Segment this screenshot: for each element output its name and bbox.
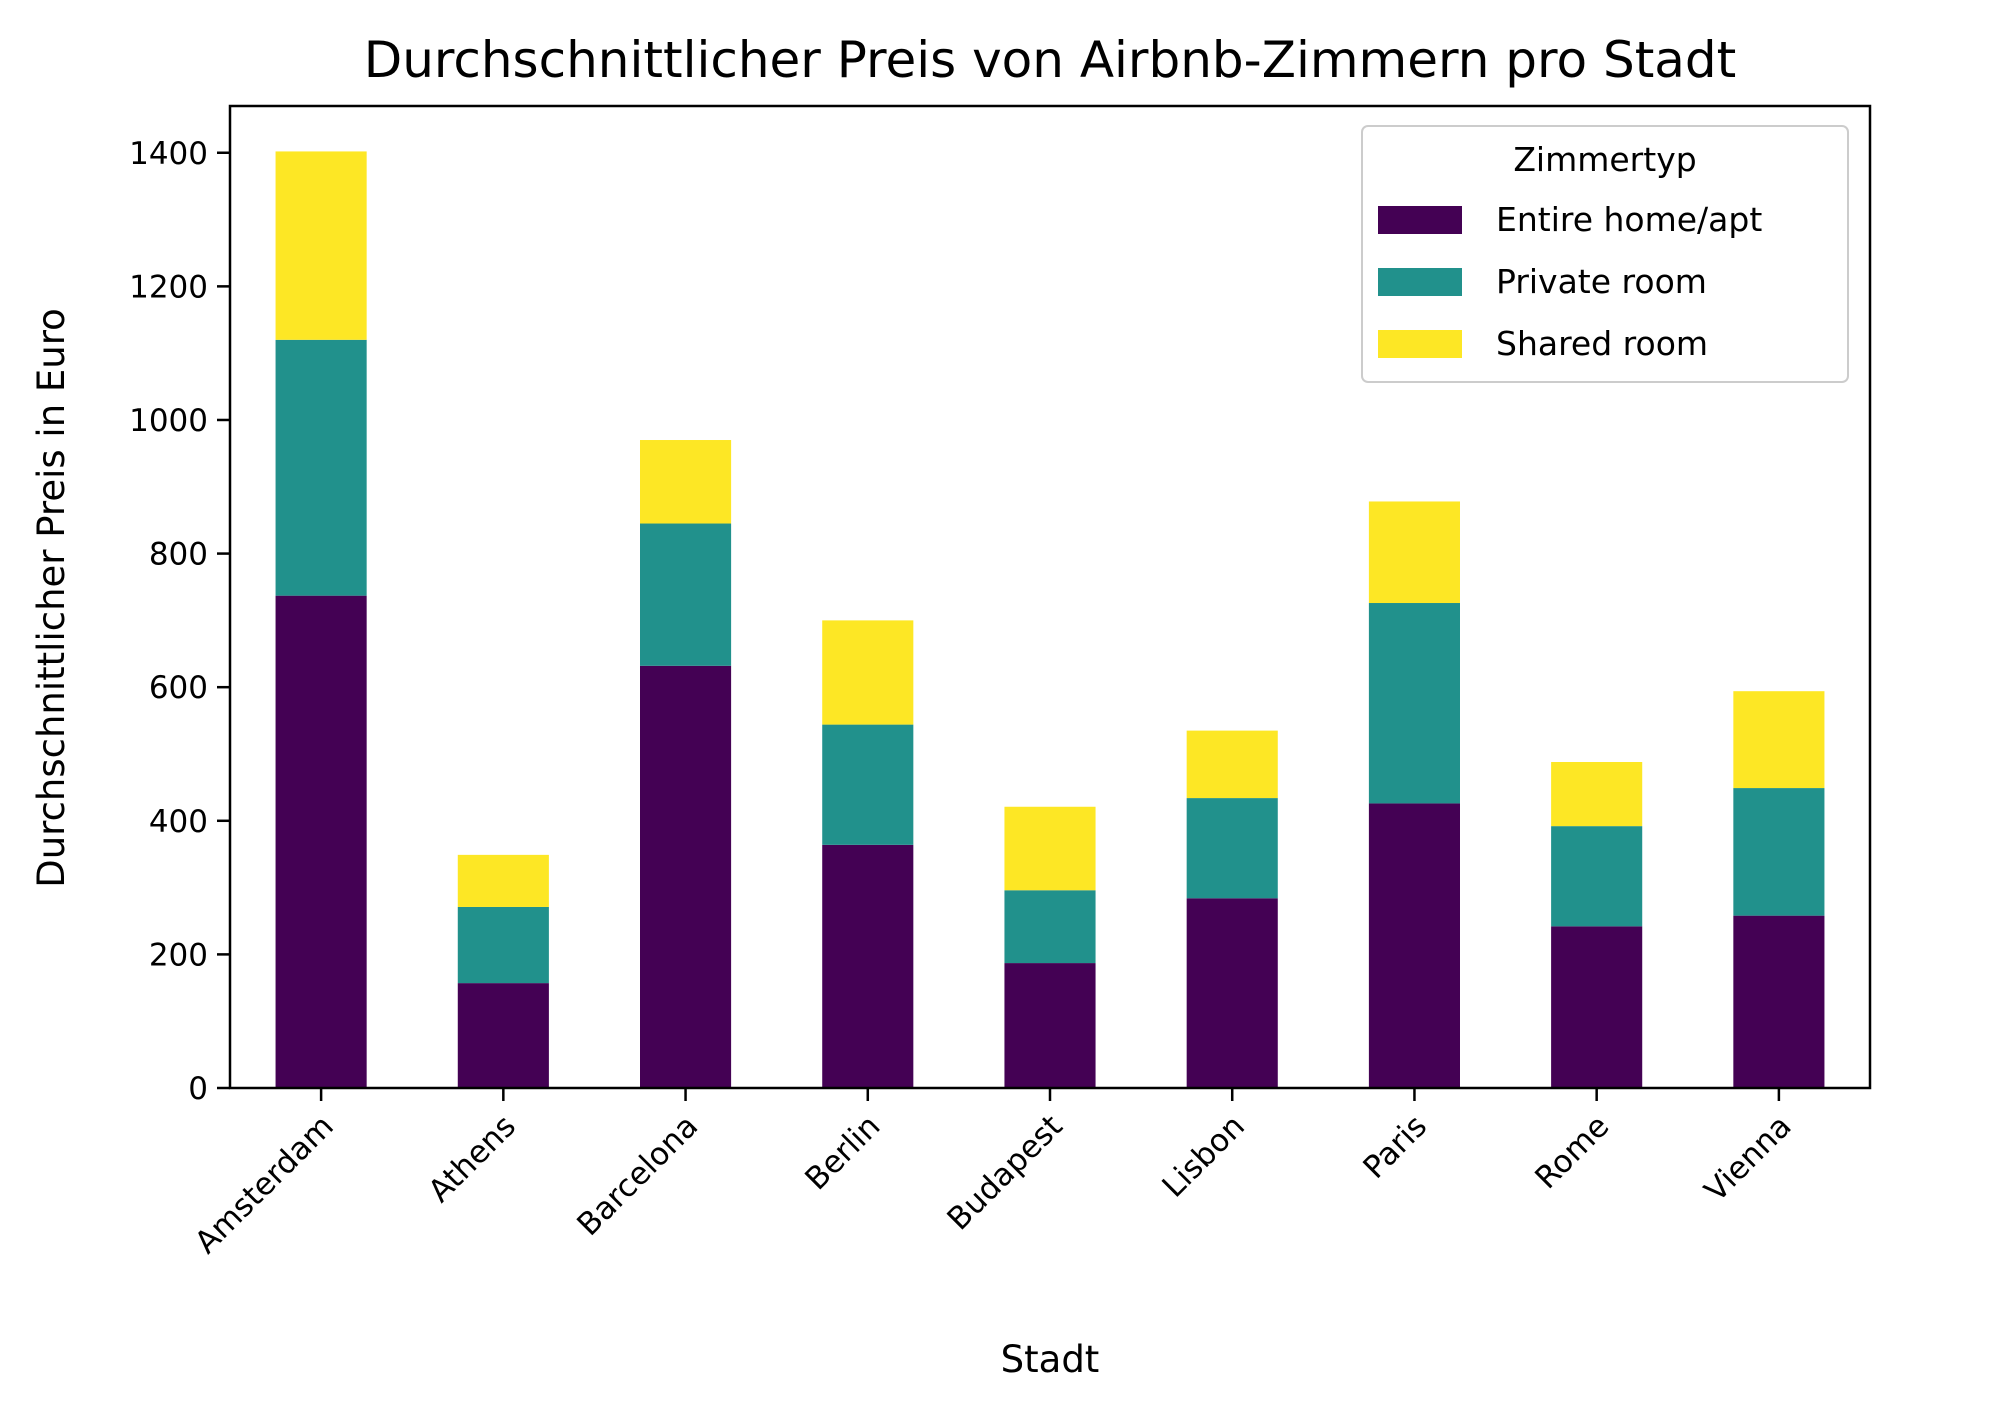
bar-lisbon-private-room [1186, 798, 1278, 899]
bar-amsterdam-entire-home-apt [275, 595, 367, 1088]
x-tick-label-paris: Paris [1356, 1108, 1434, 1186]
x-axis: Amsterdam Athens Barcelona Berlin Budapest Li… [188, 1088, 1799, 1261]
legend-items: Entire home/apt Private room Shared room [1378, 200, 1762, 363]
bar-vienna-private-room [1733, 788, 1825, 916]
x-tick-label-athens: Athens [422, 1108, 523, 1209]
bar-budapest-entire-home-apt [1004, 963, 1096, 1088]
legend-swatch-shared-room [1378, 330, 1462, 358]
chart-title: Durchschnittlicher Preis von Airbnb-Zimm… [364, 31, 1737, 89]
bar-amsterdam-private-room [275, 339, 367, 596]
bar-paris-shared-room [1368, 501, 1460, 604]
bar-budapest-shared-room [1004, 806, 1096, 891]
bar-barcelona-shared-room [640, 440, 732, 524]
y-tick-label: 1400 [129, 136, 208, 172]
bar-athens-shared-room [457, 854, 549, 907]
x-tick-label-vienna: Vienna [1698, 1108, 1799, 1209]
y-tick-label: 600 [149, 670, 208, 706]
bar-rome-private-room [1551, 826, 1643, 927]
y-axis: 0 200 400 600 800 1000 1200 1400 [129, 136, 230, 1107]
bar-paris-entire-home-apt [1368, 803, 1460, 1088]
bar-paris-private-room [1368, 603, 1460, 804]
y-tick-label: 200 [149, 937, 208, 973]
bar-berlin-entire-home-apt [822, 844, 914, 1088]
bars-layer [275, 151, 1825, 1088]
bar-rome-shared-room [1551, 762, 1643, 827]
legend-title: Zimmertyp [1513, 140, 1696, 179]
y-tick-label: 1000 [129, 403, 208, 439]
y-axis-label: Durchschnittlicher Preis in Euro [30, 308, 73, 888]
x-tick-label-lisbon: Lisbon [1155, 1108, 1251, 1204]
bar-berlin-shared-room [822, 620, 914, 725]
x-tick-label-barcelona: Barcelona [570, 1108, 705, 1243]
legend: Zimmertyp Entire home/apt Private room Sha… [1361, 125, 1849, 383]
bar-budapest-private-room [1004, 890, 1096, 964]
bar-athens-private-room [457, 906, 549, 984]
legend-label-private-room: Private room [1496, 262, 1707, 301]
y-tick-label: 800 [149, 537, 208, 573]
bar-lisbon-entire-home-apt [1186, 898, 1278, 1088]
bar-barcelona-private-room [640, 523, 732, 666]
bar-rome-entire-home-apt [1551, 926, 1643, 1088]
legend-swatch-private-room [1378, 268, 1462, 296]
bar-barcelona-entire-home-apt [640, 665, 732, 1088]
legend-box [1361, 125, 1849, 383]
bar-amsterdam-shared-room [275, 151, 367, 340]
x-axis-label: Stadt [1001, 1338, 1100, 1381]
y-tick-label: 1200 [129, 269, 208, 305]
x-tick-label-berlin: Berlin [798, 1108, 887, 1197]
legend-label-shared-room: Shared room [1496, 324, 1708, 363]
bar-vienna-shared-room [1733, 691, 1825, 789]
bar-lisbon-shared-room [1186, 730, 1278, 799]
x-tick-label-budapest: Budapest [940, 1108, 1069, 1237]
legend-swatch-entire-home-apt [1378, 206, 1462, 234]
y-tick-label: 0 [188, 1071, 208, 1107]
y-tick-label: 400 [149, 804, 208, 840]
legend-label-entire-home-apt: Entire home/apt [1496, 200, 1762, 239]
bar-berlin-private-room [822, 724, 914, 845]
x-tick-label-rome: Rome [1528, 1108, 1616, 1196]
x-tick-label-amsterdam: Amsterdam [188, 1108, 341, 1261]
bar-vienna-entire-home-apt [1733, 915, 1825, 1088]
bar-athens-entire-home-apt [457, 983, 549, 1088]
